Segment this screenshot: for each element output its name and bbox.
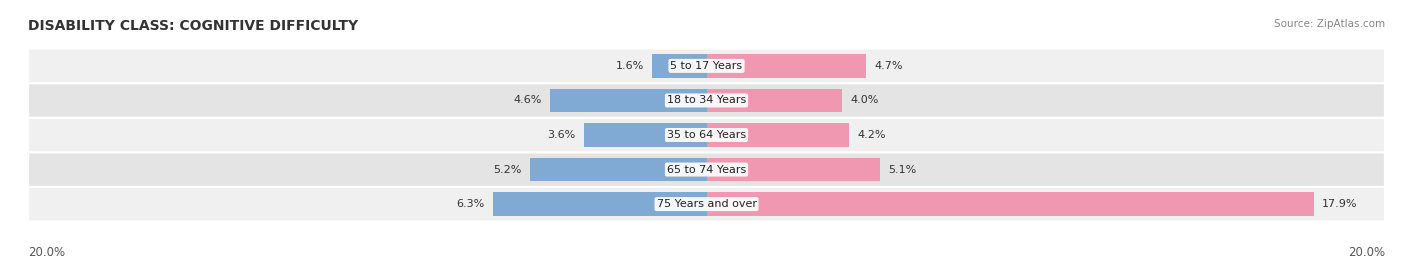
Text: DISABILITY CLASS: COGNITIVE DIFFICULTY: DISABILITY CLASS: COGNITIVE DIFFICULTY — [28, 19, 359, 33]
Text: 65 to 74 Years: 65 to 74 Years — [666, 164, 747, 175]
Bar — [494, 192, 707, 216]
Bar — [707, 158, 880, 181]
FancyBboxPatch shape — [28, 49, 1385, 83]
Text: 75 Years and over: 75 Years and over — [657, 199, 756, 209]
FancyBboxPatch shape — [28, 83, 1385, 118]
Text: 4.7%: 4.7% — [875, 61, 903, 71]
Bar — [530, 158, 707, 181]
Text: Source: ZipAtlas.com: Source: ZipAtlas.com — [1274, 19, 1385, 29]
Text: 4.6%: 4.6% — [513, 95, 541, 106]
Text: 17.9%: 17.9% — [1322, 199, 1358, 209]
Text: 5 to 17 Years: 5 to 17 Years — [671, 61, 742, 71]
Text: 5.1%: 5.1% — [889, 164, 917, 175]
Text: 6.3%: 6.3% — [456, 199, 484, 209]
Text: 35 to 64 Years: 35 to 64 Years — [666, 130, 747, 140]
Bar — [707, 123, 849, 147]
Bar — [652, 54, 707, 78]
Text: 18 to 34 Years: 18 to 34 Years — [666, 95, 747, 106]
Text: 20.0%: 20.0% — [28, 246, 65, 259]
Text: 4.2%: 4.2% — [858, 130, 886, 140]
FancyBboxPatch shape — [28, 118, 1385, 152]
FancyBboxPatch shape — [28, 187, 1385, 221]
Text: 20.0%: 20.0% — [1348, 246, 1385, 259]
Bar — [585, 123, 707, 147]
Text: 1.6%: 1.6% — [616, 61, 644, 71]
Text: 5.2%: 5.2% — [494, 164, 522, 175]
FancyBboxPatch shape — [28, 152, 1385, 187]
Bar — [707, 89, 842, 112]
Text: 4.0%: 4.0% — [851, 95, 879, 106]
Text: 3.6%: 3.6% — [548, 130, 576, 140]
Bar — [707, 192, 1313, 216]
Bar — [551, 89, 707, 112]
Bar — [707, 54, 866, 78]
